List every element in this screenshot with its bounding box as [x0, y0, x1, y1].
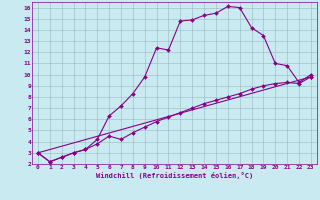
X-axis label: Windchill (Refroidissement éolien,°C): Windchill (Refroidissement éolien,°C) — [96, 172, 253, 179]
